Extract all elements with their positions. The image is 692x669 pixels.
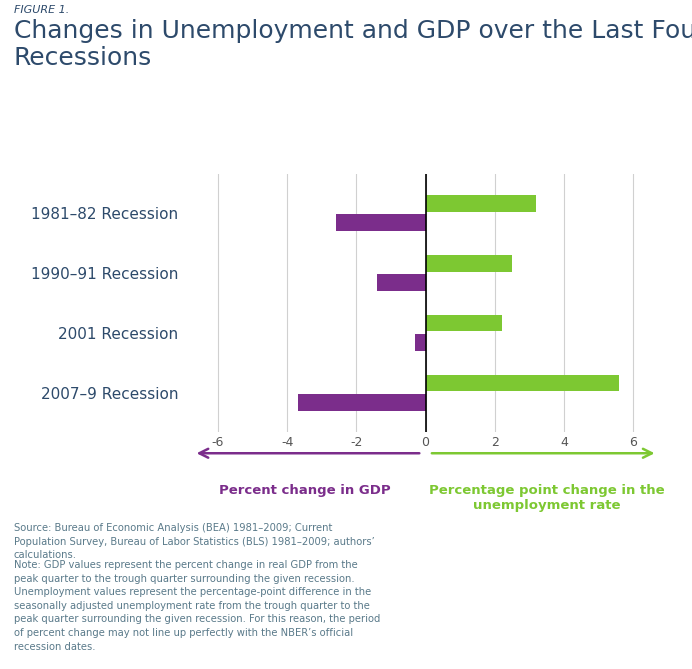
- Bar: [426, 195, 536, 211]
- Bar: [415, 334, 426, 351]
- Text: Source: Bureau of Economic Analysis (BEA) 1981–2009; Current
Population Survey, : Source: Bureau of Economic Analysis (BEA…: [14, 523, 374, 561]
- Text: FIGURE 1.: FIGURE 1.: [14, 5, 69, 15]
- Text: Note: GDP values represent the percent change in real GDP from the
peak quarter : Note: GDP values represent the percent c…: [14, 560, 380, 652]
- Bar: [377, 274, 426, 291]
- Bar: [336, 214, 426, 231]
- Bar: [298, 394, 426, 411]
- Bar: [426, 314, 502, 331]
- Text: Changes in Unemployment and GDP over the Last Four
Recessions: Changes in Unemployment and GDP over the…: [14, 19, 692, 70]
- Bar: [426, 255, 512, 272]
- Bar: [426, 375, 619, 391]
- Text: Percentage point change in the
unemployment rate: Percentage point change in the unemploym…: [429, 484, 664, 512]
- Text: Percent change in GDP: Percent change in GDP: [219, 484, 390, 496]
